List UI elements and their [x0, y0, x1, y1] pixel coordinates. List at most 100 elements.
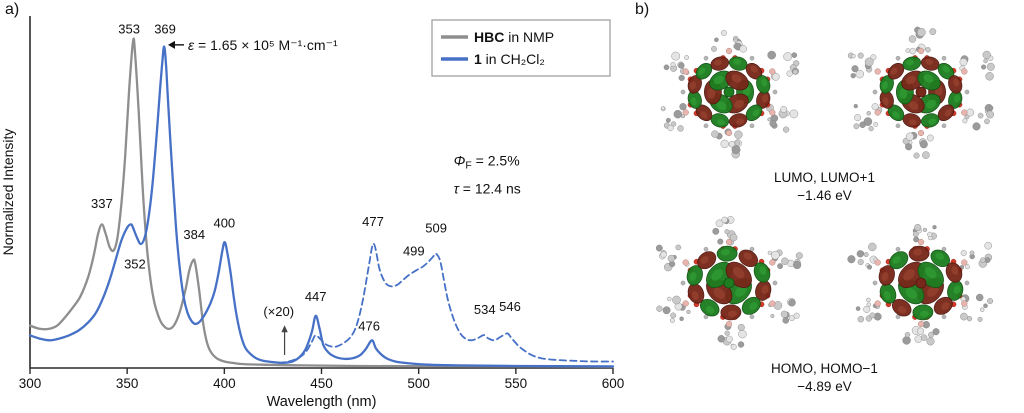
orbital-lobe-outer-highlight: [891, 256, 901, 264]
atom-gray: [749, 123, 754, 129]
atom-gray: [670, 51, 680, 61]
orbital-lobe-outer-highlight: [953, 94, 960, 103]
atom-gray: [717, 335, 725, 343]
atom-gray: [710, 130, 719, 138]
peak-label-400: 400: [213, 216, 235, 231]
atom-gray: [979, 307, 984, 312]
quantum-yield-text: ΦF = 2.5%: [454, 153, 520, 172]
atom-gray: [867, 242, 876, 252]
atom-gray: [855, 306, 860, 311]
atom-gray: [873, 312, 882, 321]
atom-gray: [959, 312, 968, 321]
atom-gray: [964, 280, 969, 286]
atom-gray: [941, 314, 946, 320]
orbital-lobe-outer-highlight: [881, 81, 888, 90]
atom-gray: [985, 110, 994, 119]
x-tick-label: 550: [505, 376, 528, 391]
atom-gray: [720, 29, 727, 36]
atom-gray: [771, 72, 780, 81]
orbital-lobe-inner-highlight: [905, 75, 916, 85]
atom-gray: [980, 64, 986, 70]
atom-gray: [732, 38, 738, 43]
atom-gray: [789, 109, 798, 119]
atom-gray: [680, 89, 685, 95]
orbital-lobe-outer-highlight: [699, 256, 709, 264]
atom-gray: [675, 244, 681, 251]
atom-gray: [728, 140, 735, 148]
x-axis-label: Wavelength (nm): [267, 394, 377, 410]
homo-orbital-image: [655, 216, 803, 350]
atom-gray: [959, 58, 967, 66]
atom-boron: [960, 68, 967, 75]
atom-gray: [866, 302, 871, 307]
atom-gray: [922, 227, 927, 233]
orbital-lobe-outer-highlight: [690, 97, 697, 106]
atom-gray: [673, 109, 682, 119]
atom-gray: [749, 246, 754, 252]
peak-label-477: 477: [362, 214, 384, 229]
atom-gray: [730, 343, 737, 350]
atom-gray: [857, 259, 864, 266]
epsilon-arrow-head: [167, 40, 175, 49]
peak-label-546: 546: [499, 299, 521, 314]
atom-gray: [779, 106, 787, 113]
atom-gray: [667, 254, 675, 263]
orbital-lobe-inner-highlight: [926, 285, 939, 297]
x-tick-label: 450: [310, 376, 333, 391]
peak-label-499: 499: [403, 243, 425, 258]
orbital-lobe-outer-highlight: [752, 109, 760, 117]
atom-gray: [931, 225, 937, 230]
atom-gray: [852, 123, 859, 130]
orbital-lobe-inner-highlight: [904, 287, 917, 300]
atom-gray: [787, 299, 796, 307]
atom-gray: [749, 55, 754, 61]
atom-gray: [920, 334, 927, 341]
atom-gray: [703, 314, 708, 320]
epsilon-annotation: ε = 1.65 × 10⁵ M⁻¹·cm⁻¹: [167, 37, 338, 53]
atom-gray: [724, 330, 730, 336]
atom-gray: [713, 37, 719, 43]
orbital-lobe-inner-highlight: [707, 88, 715, 99]
atom-gray: [770, 250, 780, 260]
atom-gray: [703, 123, 708, 129]
atom-boron: [917, 47, 924, 55]
atom-boron: [682, 109, 689, 116]
atom-gray: [734, 140, 740, 146]
orbital-lobe-outer-highlight: [912, 248, 922, 256]
atom-gray: [916, 27, 926, 37]
atom-gray: [788, 315, 795, 322]
atom-gray: [895, 314, 900, 320]
orbital-lobe-outer-highlight: [713, 59, 722, 66]
orbital-lobe-outer-highlight: [760, 78, 767, 87]
atom-gray: [663, 64, 669, 71]
series-line-2: [277, 242, 614, 364]
atom-boron: [725, 238, 732, 246]
atom-gray: [793, 312, 800, 319]
atom-boron: [917, 238, 924, 246]
atom-gray: [851, 65, 859, 73]
x-tick-label: 400: [213, 376, 236, 391]
atom-gray: [662, 306, 670, 315]
series-line-0: [28, 37, 615, 368]
spectra-chart: 300 350 400 450 500 550 600 Wavelength (nm) Norm…: [0, 16, 624, 410]
legend-label-1: 1 in CH₂Cl₂: [474, 51, 545, 67]
atom-gray: [780, 310, 788, 318]
atom-gray: [670, 61, 676, 67]
atom-gray: [926, 134, 934, 142]
panel-a-label: a): [5, 1, 20, 18]
atom-gray: [781, 317, 789, 324]
orbital-lobe-outer-highlight: [935, 252, 944, 261]
atom-gray: [856, 250, 864, 258]
atom-gray: [766, 50, 776, 60]
atom-boron: [768, 300, 775, 307]
atom-gray: [857, 52, 864, 59]
homo-caption: HOMO, HOMO−1 −4.89 eV: [625, 360, 1024, 395]
orbital-lobe-outer-highlight: [732, 58, 741, 65]
x-axis-ticks: 300 350 400 450 500 550 600: [19, 368, 624, 391]
atom-gray: [782, 126, 789, 133]
atom-boron: [874, 259, 881, 266]
orbital-lobe-inner-highlight: [925, 99, 936, 109]
peak-label-353: 353: [118, 21, 140, 36]
atom-boron: [874, 109, 881, 116]
